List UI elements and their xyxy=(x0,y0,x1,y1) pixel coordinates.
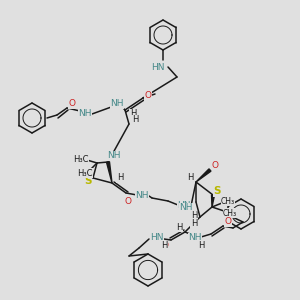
Text: H: H xyxy=(161,242,167,250)
Text: NH: NH xyxy=(135,190,149,200)
Text: CH₃: CH₃ xyxy=(223,208,237,217)
Text: H: H xyxy=(132,116,138,124)
Text: NH: NH xyxy=(179,203,193,212)
Text: HN: HN xyxy=(151,62,165,71)
Polygon shape xyxy=(106,162,112,183)
Text: O: O xyxy=(224,218,232,226)
Text: O: O xyxy=(161,242,169,250)
Text: HN: HN xyxy=(177,202,191,211)
Text: H: H xyxy=(191,212,197,220)
Text: S: S xyxy=(213,186,221,196)
Polygon shape xyxy=(212,195,214,207)
Text: NH: NH xyxy=(107,152,121,160)
Text: HN: HN xyxy=(150,233,164,242)
Text: CH₃: CH₃ xyxy=(221,196,235,206)
Text: O: O xyxy=(212,160,218,169)
Text: NH: NH xyxy=(188,233,202,242)
Text: O: O xyxy=(145,92,152,100)
Text: H: H xyxy=(130,110,136,118)
Polygon shape xyxy=(196,169,211,182)
Text: S: S xyxy=(84,176,92,186)
Text: H₃C: H₃C xyxy=(73,154,89,164)
Text: O: O xyxy=(68,100,76,109)
Text: H: H xyxy=(117,173,123,182)
Text: H₃C: H₃C xyxy=(77,169,93,178)
Text: NH: NH xyxy=(110,100,124,109)
Text: NH: NH xyxy=(78,109,92,118)
Text: H: H xyxy=(187,172,193,182)
Text: H: H xyxy=(176,223,182,232)
Text: H: H xyxy=(191,218,197,227)
Text: H: H xyxy=(198,241,204,250)
Text: O: O xyxy=(124,196,131,206)
